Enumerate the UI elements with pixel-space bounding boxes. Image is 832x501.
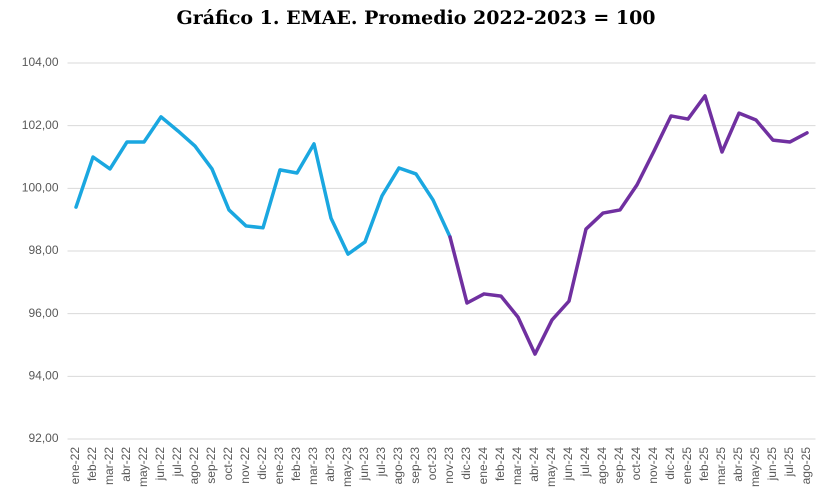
series-line	[448, 94, 809, 356]
x-tick-label: jun-24	[561, 447, 575, 482]
x-tick-label: jul-22	[170, 447, 184, 478]
series-line	[74, 115, 452, 256]
x-tick-label: nov-22	[238, 447, 252, 484]
x-tick-label: jun-22	[153, 447, 167, 482]
x-tick-label: ago-22	[187, 447, 201, 485]
y-tick-label: 92,00	[28, 431, 58, 445]
x-tick-label: ene-22	[68, 447, 82, 485]
x-tick-label: sep-22	[204, 447, 218, 484]
x-tick-label: feb-22	[85, 447, 99, 481]
x-tick-label: mar-24	[510, 447, 524, 485]
x-tick-label: ago-24	[595, 447, 609, 485]
y-tick-label: 100,00	[22, 181, 59, 195]
x-tick-label: may-23	[340, 447, 354, 487]
x-tick-label: feb-24	[493, 447, 507, 481]
x-tick-label: ene-25	[680, 447, 694, 485]
x-tick-label: oct-22	[221, 447, 235, 481]
y-tick-label: 96,00	[28, 306, 58, 320]
y-tick-label: 98,00	[28, 243, 58, 257]
x-tick-label: ago-23	[391, 447, 405, 485]
x-tick-label: ene-24	[476, 447, 490, 485]
x-tick-label: feb-25	[697, 447, 711, 481]
x-tick-label: jun-25	[765, 447, 779, 482]
chart-title: Gráfico 1. EMAE. Promedio 2022-2023 = 10…	[176, 7, 655, 29]
x-tick-label: mar-23	[306, 447, 320, 485]
x-tick-label: may-25	[748, 447, 762, 487]
x-tick-label: sep-24	[612, 447, 626, 484]
x-tick-label: nov-24	[646, 447, 660, 484]
x-tick-label: ago-25	[799, 447, 813, 485]
x-tick-label: oct-23	[425, 447, 439, 481]
x-tick-label: jun-23	[357, 447, 371, 482]
x-tick-label: abr-22	[119, 447, 133, 482]
x-tick-label: feb-23	[289, 447, 303, 481]
x-tick-label: jul-25	[782, 447, 796, 478]
x-tick-label: jul-24	[578, 447, 592, 478]
x-tick-label: jul-23	[374, 447, 388, 478]
x-tick-label: mar-22	[102, 447, 116, 485]
x-tick-label: abr-25	[731, 447, 745, 482]
x-tick-label: may-22	[136, 447, 150, 487]
x-tick-label: ene-23	[272, 447, 286, 485]
x-tick-label: nov-23	[442, 447, 456, 484]
x-tick-label: dic-22	[255, 447, 269, 480]
x-tick-label: dic-24	[663, 447, 677, 480]
y-tick-label: 102,00	[22, 118, 59, 132]
x-tick-label: mar-25	[714, 447, 728, 485]
x-tick-label: abr-23	[323, 447, 337, 482]
x-tick-label: may-24	[544, 447, 558, 487]
x-tick-label: dic-23	[459, 447, 473, 480]
x-tick-label: oct-24	[629, 447, 643, 481]
y-tick-label: 94,00	[28, 369, 58, 383]
x-tick-label: sep-23	[408, 447, 422, 484]
y-tick-label: 104,00	[22, 55, 59, 69]
x-tick-label: abr-24	[527, 447, 541, 482]
